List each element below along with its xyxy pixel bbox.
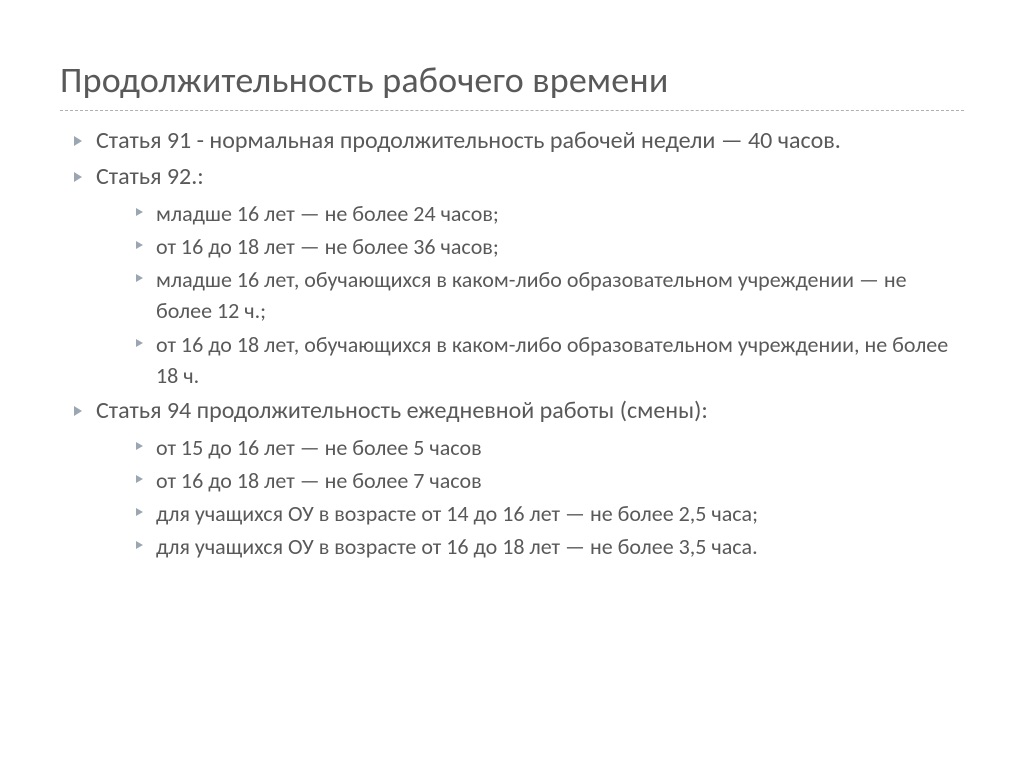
list-item-text: от 16 до 18 лет, обучающихся в каком-либ…	[156, 331, 948, 389]
list-item: Статья 91 - нормальная продолжительность…	[72, 125, 964, 157]
bullet-list-level2: младше 16 лет — не более 24 часов; от 16…	[96, 198, 964, 391]
list-item-text: младше 16 лет, обучающихся в каком-либо …	[156, 266, 907, 324]
page-title: Продолжительность рабочего времени	[60, 58, 964, 111]
list-item: младше 16 лет, обучающихся в каком-либо …	[134, 264, 964, 326]
list-item-text: от 16 до 18 лет — не более 36 часов;	[156, 233, 499, 260]
list-item-text: для учащихся ОУ в возрасте от 16 до 18 л…	[156, 533, 758, 560]
list-item: Статья 92.: младше 16 лет — не более 24 …	[72, 161, 964, 391]
list-item-text: для учащихся ОУ в возрасте от 14 до 16 л…	[156, 500, 758, 527]
list-item: для учащихся ОУ в возрасте от 16 до 18 л…	[134, 531, 964, 562]
list-item: от 16 до 18 лет — не более 7 часов	[134, 465, 964, 496]
list-item-text: от 15 до 16 лет — не более 5 часов	[156, 434, 482, 461]
list-item: от 16 до 18 лет — не более 36 часов;	[134, 231, 964, 262]
list-item: для учащихся ОУ в возрасте от 14 до 16 л…	[134, 498, 964, 529]
list-item-text: Статья 91 - нормальная продолжительность…	[96, 126, 841, 155]
list-item-text: Статья 92.:	[96, 162, 204, 191]
list-item-text: младше 16 лет — не более 24 часов;	[156, 200, 499, 227]
list-item: Статья 94 продолжительность ежедневной р…	[72, 395, 964, 562]
bullet-list-level2: от 15 до 16 лет — не более 5 часов от 16…	[96, 432, 964, 563]
slide: Продолжительность рабочего времени Стать…	[0, 0, 1024, 767]
list-item: от 15 до 16 лет — не более 5 часов	[134, 432, 964, 463]
bullet-list-level1: Статья 91 - нормальная продолжительность…	[60, 125, 964, 563]
list-item-text: от 16 до 18 лет — не более 7 часов	[156, 467, 482, 494]
list-item: младше 16 лет — не более 24 часов;	[134, 198, 964, 229]
list-item-text: Статья 94 продолжительность ежедневной р…	[96, 396, 708, 425]
list-item: от 16 до 18 лет, обучающихся в каком-либ…	[134, 329, 964, 391]
